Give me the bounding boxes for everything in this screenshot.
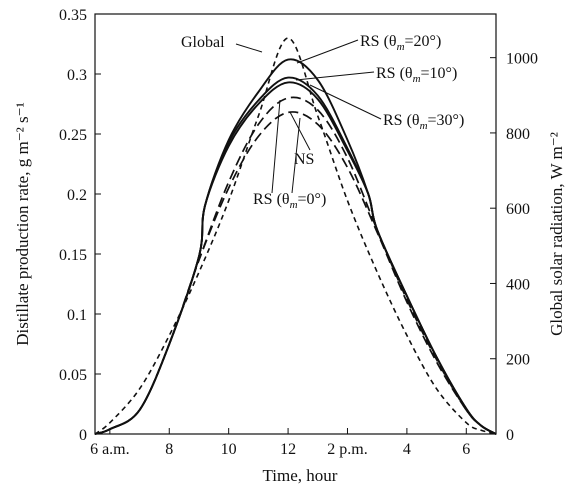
y-left-tick-label: 0.35 bbox=[59, 7, 87, 24]
y-right-tick-label: 200 bbox=[506, 352, 530, 369]
x-tick-label: 4 bbox=[403, 441, 411, 458]
series-line-4 bbox=[94, 81, 497, 435]
x-tick-label: 6 bbox=[462, 441, 470, 458]
y-left-tick-label: 0.15 bbox=[59, 247, 87, 264]
x-axis-title: Time, hour bbox=[263, 466, 338, 485]
y-right-tick-label: 400 bbox=[506, 276, 530, 293]
leader-rs-0-a bbox=[271, 99, 281, 194]
y-right-tick-label: 600 bbox=[506, 201, 530, 218]
y-left-tick-label: 0.1 bbox=[67, 307, 87, 324]
leader-global bbox=[235, 43, 263, 53]
y-left-tick-label: 0.05 bbox=[59, 367, 87, 384]
series-line-1 bbox=[94, 37, 497, 435]
series-lines bbox=[94, 37, 497, 435]
y-left-tick-label: 0.25 bbox=[59, 127, 87, 144]
x-tick-label: 2 p.m. bbox=[327, 441, 367, 458]
label-rs-10: RS (θm=10°) bbox=[376, 65, 457, 85]
y-right-tick-label: 1000 bbox=[506, 51, 538, 68]
annotation-leaders bbox=[235, 39, 382, 194]
x-tick-label: 10 bbox=[221, 441, 237, 458]
label-rs-20: RS (θm=20°) bbox=[360, 33, 441, 53]
label-global: Global bbox=[181, 34, 225, 51]
y-right-axis-title: Global solar radiation, W m⁻² bbox=[547, 132, 566, 336]
axis-ticks: 6 a.m. 8 10 12 2 p.m. 4 6 0 0.05 0.1 0.15 0.2 0.25 0.… bbox=[59, 7, 538, 458]
x-tick-label: 12 bbox=[280, 441, 296, 458]
y-left-tick-label: 0.2 bbox=[67, 187, 87, 204]
y-right-tick-label: 0 bbox=[506, 427, 514, 444]
label-rs-0: RS (θm=0°) bbox=[253, 191, 326, 211]
x-tick-label: 8 bbox=[165, 441, 173, 458]
leader-rs-30 bbox=[309, 84, 382, 120]
series-line-6 bbox=[94, 111, 497, 435]
y-left-tick-label: 0 bbox=[79, 427, 87, 444]
plot-frame bbox=[94, 13, 497, 435]
label-ns: NS bbox=[294, 151, 314, 168]
leader-rs-20 bbox=[296, 39, 359, 64]
x-tick-label: 6 a.m. bbox=[90, 441, 130, 458]
y-right-tick-label: 800 bbox=[506, 126, 530, 143]
y-left-tick-label: 0.3 bbox=[67, 67, 87, 84]
y-left-axis-title: Distillate production rate, g m⁻² s⁻¹ bbox=[13, 102, 32, 345]
leader-ns bbox=[289, 111, 311, 151]
series-line-5 bbox=[94, 96, 497, 435]
leader-rs-0-b bbox=[291, 117, 301, 194]
leader-rs-10 bbox=[295, 71, 375, 81]
label-rs-30: RS (θm=30°) bbox=[383, 112, 464, 132]
